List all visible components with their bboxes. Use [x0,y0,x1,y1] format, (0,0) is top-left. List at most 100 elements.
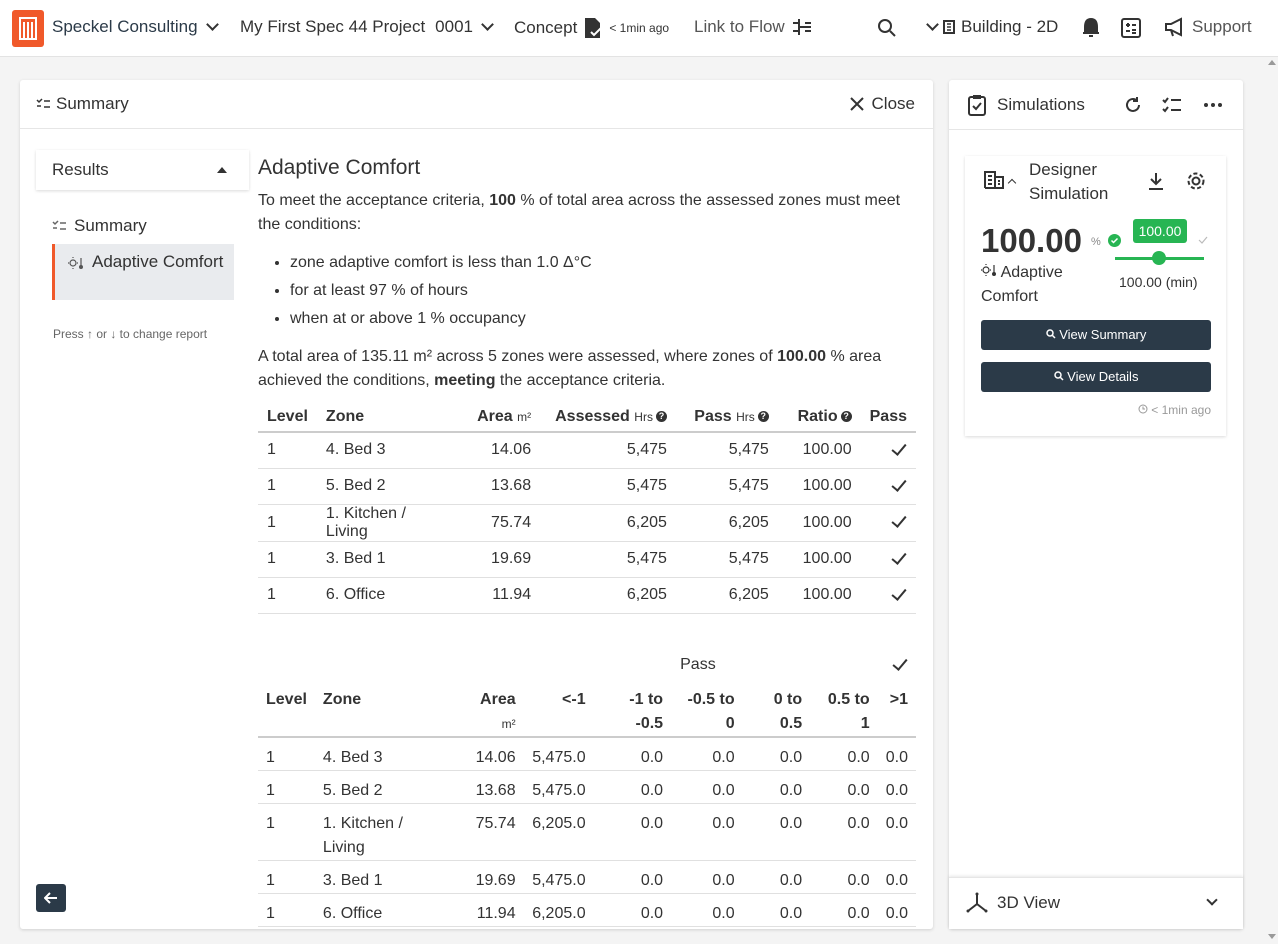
cell-assessed: 6,205 [540,577,676,614]
col-minus1-to-minus05[interactable]: -1 to -0.5 [593,680,672,738]
list-check-icon [52,220,66,230]
download-icon[interactable] [1148,172,1164,190]
table-header-row: Level Zone Area m² <-1 -1 to -0.5 -0.5 to… [258,680,916,738]
bell-icon[interactable] [1081,17,1101,39]
col-pass-hrs[interactable]: Pass Hrs? [675,402,778,433]
intro-text: To meet the acceptance criteria, [258,192,490,209]
app-logo[interactable] [12,10,44,47]
project-selector[interactable]: My First Spec 44 Project 0001 [240,17,494,37]
clock-icon [1138,404,1148,414]
nav-item-summary[interactable]: Summary [52,216,234,236]
cell-ratio: 100.00 [777,504,861,542]
calculator-icon[interactable] [1121,18,1141,38]
report-content: Adaptive Comfort To meet the acceptance … [258,156,918,393]
cell-c5: 0.0 [810,803,878,861]
company-selector[interactable]: Speckel Consulting [52,17,219,37]
view-3d-panel[interactable]: 3D View [949,877,1243,929]
cell-assessed: 6,205 [540,504,676,542]
summary-status: meeting [434,372,496,389]
summary-text-end: the acceptance criteria. [495,372,666,389]
cell-zone: 1. Kitchen / Living [314,803,437,861]
table-row: 1 5. Bed 2 13.68 5,475.0 0.0 0.0 0.0 0.0… [258,770,916,804]
building-icon [943,20,955,34]
cell-level: 1 [258,860,315,894]
help-icon[interactable]: ? [655,410,667,422]
table-row: 1 5. Bed 2 13.68 5,475 5,475 100.00 [258,468,916,505]
col-area[interactable]: Area m² [452,402,541,433]
chevron-down-icon[interactable] [1206,894,1218,906]
cell-c3: 0.0 [671,860,743,894]
cell-level: 1 [258,541,317,578]
col-zone[interactable]: Zone [314,680,437,738]
col-assessed[interactable]: Assessed Hrs? [540,402,676,433]
cell-check [860,468,916,505]
view-details-button[interactable]: View Details [981,362,1211,392]
cell-level: 1 [258,504,317,542]
table-row: 1 6. Office 11.94 6,205 6,205 100.00 [258,577,916,614]
unit-label: m² [501,717,516,731]
check-icon [891,548,907,565]
results-dropdown[interactable]: Results [36,150,249,190]
keyboard-hint: Press ↑ or ↓ to change report [53,327,208,341]
col-gt-1[interactable]: >1 [877,680,916,738]
col-area[interactable]: Area m² [436,680,524,738]
search-icon [1053,371,1064,381]
col-level[interactable]: Level [258,680,315,738]
help-icon[interactable]: ? [840,410,852,422]
help-icon[interactable]: ? [757,410,769,422]
cell-c6: 0.0 [877,803,916,861]
view-selector[interactable]: Building - 2D [924,17,1058,37]
cell-check [860,577,916,614]
cell-c2: 0.0 [593,770,672,804]
clipboard-check-icon [968,95,986,116]
col-pass[interactable]: Pass [860,402,916,433]
close-button[interactable]: Close [849,94,915,114]
cell-area: 14.06 [436,737,524,771]
link-to-flow[interactable]: Link to Flow [694,17,813,37]
cell-zone: 3. Bed 1 [316,541,453,578]
project-number: 0001 [435,17,473,36]
last-run-label: < 1min ago [1151,403,1211,417]
link-flow-label: Link to Flow [694,17,785,36]
cell-area: 11.94 [452,577,541,614]
refresh-icon[interactable] [1124,96,1142,114]
support-label: Support [1192,17,1252,36]
col-05-to-1[interactable]: 0.5 to 1 [810,680,878,738]
search-icon[interactable] [877,18,897,38]
view-summary-button[interactable]: View Summary [981,320,1211,350]
search-icon [1045,329,1056,339]
slider-handle[interactable] [1152,251,1166,265]
back-button[interactable] [36,884,66,912]
table-row: 1 4. Bed 3 14.06 5,475 5,475 100.00 [258,432,916,469]
stage-selector[interactable]: Concept < 1min ago [514,17,669,39]
col-level[interactable]: Level [258,402,317,433]
page-scrollbar[interactable] [1265,57,1278,944]
scroll-down-arrow-icon[interactable] [1268,934,1276,939]
nav-item-adaptive-comfort[interactable]: Adaptive Comfort [52,244,234,300]
cell-pass: 6,205 [675,504,778,542]
pass-summary-label: Pass [680,656,716,673]
cell-c4: 0.0 [742,803,811,861]
support-link[interactable]: Support [1164,17,1252,37]
scroll-up-arrow-icon[interactable] [1268,60,1276,65]
cell-pass: 5,475 [675,541,778,578]
results-label: Results [52,160,109,179]
col-zone[interactable]: Zone [316,402,453,433]
list-check-icon[interactable] [1162,97,1182,113]
col-ratio[interactable]: Ratio? [777,402,861,433]
col-lt-minus1[interactable]: <-1 [523,680,594,738]
chevron-up-icon[interactable] [1007,178,1017,188]
arrow-left-icon [44,892,57,904]
cell-zone: 1. Kitchen / Living [316,504,453,542]
criteria-intro: To meet the acceptance criteria, 100 % o… [258,189,918,237]
col-minus05-to-0[interactable]: -0.5 to 0 [671,680,743,738]
gear-icon[interactable] [1186,171,1206,191]
report-heading: Adaptive Comfort [258,156,421,179]
results-table: Level Zone Area m² Assessed Hrs? Pass Hr… [258,402,916,614]
view-summary-label: View Summary [1059,327,1147,342]
unit-label: Hrs [736,409,755,424]
cell-c6: 0.0 [877,860,916,894]
more-icon[interactable] [1204,103,1222,107]
col-0-to-05[interactable]: 0 to 0.5 [742,680,811,738]
list-item: zone adaptive comfort is less than 1.0 Δ… [290,249,918,277]
